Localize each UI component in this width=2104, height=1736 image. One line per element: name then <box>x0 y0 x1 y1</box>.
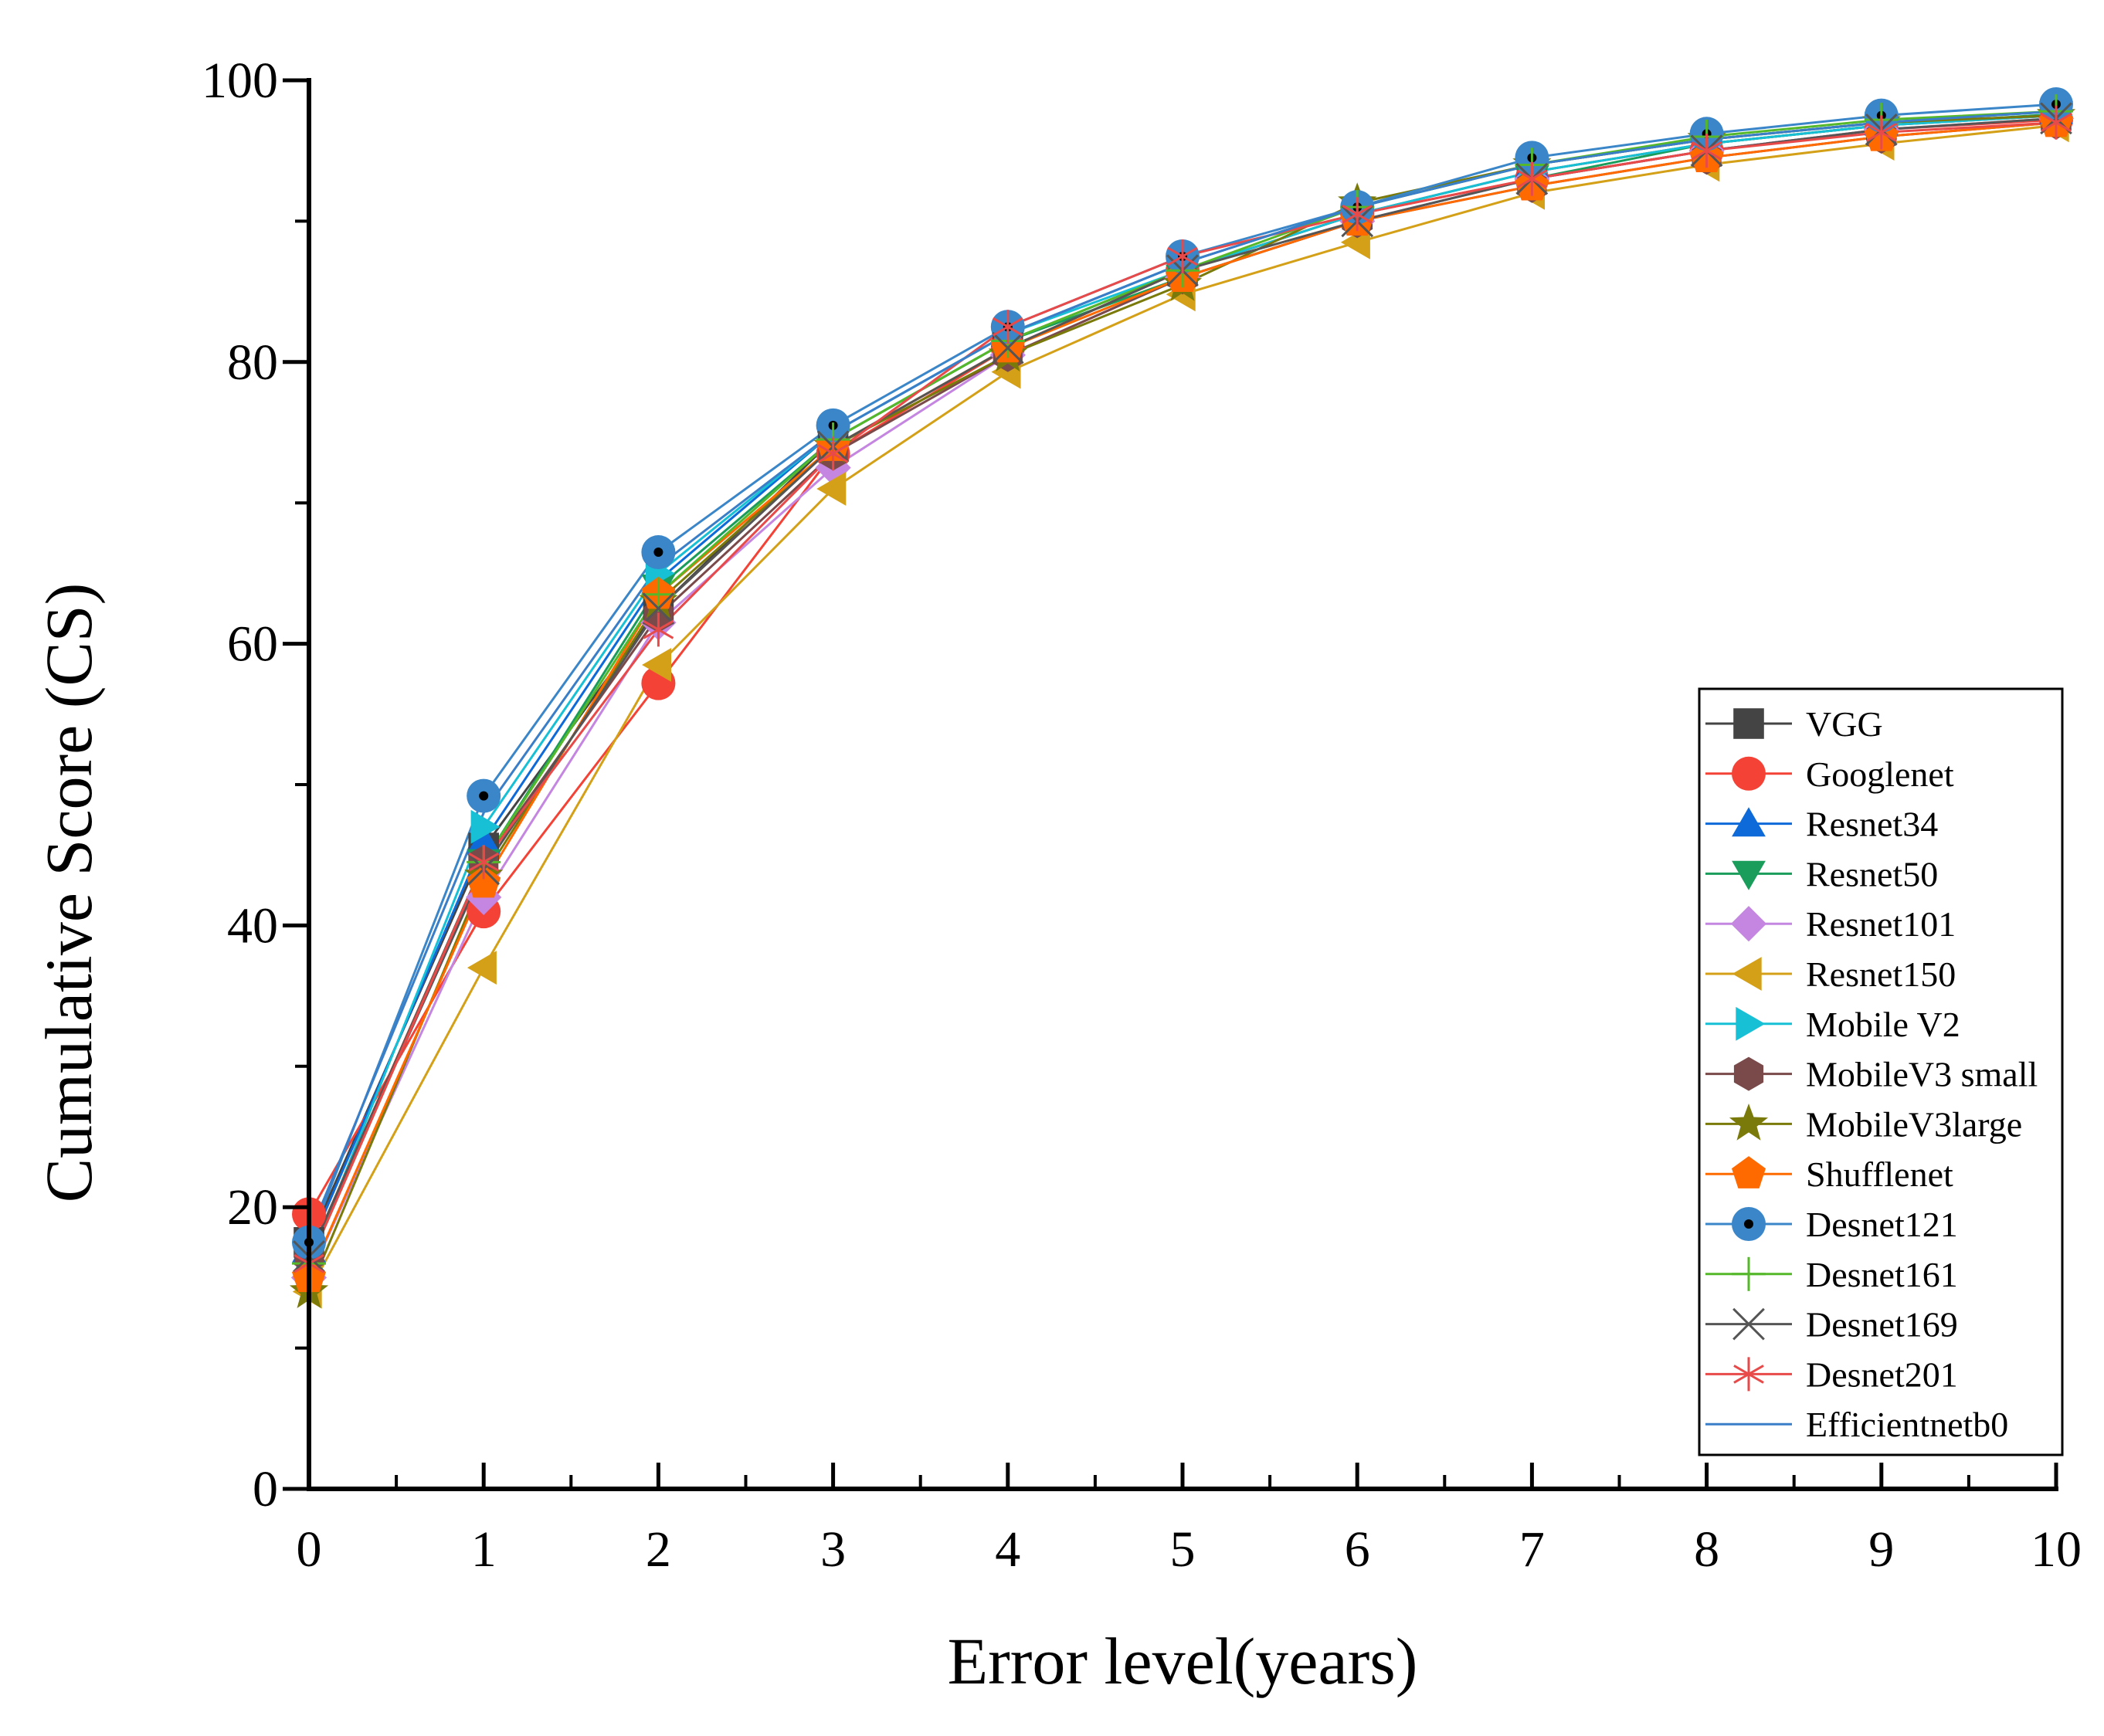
legend-item: Googlenet <box>1705 754 1954 794</box>
legend-marker <box>1729 1104 1769 1141</box>
legend-label: MobileV3 small <box>1806 1055 2038 1094</box>
legend-item: Efficientnetb0 <box>1705 1405 2008 1444</box>
x-tick-label: 7 <box>1519 1521 1545 1578</box>
data-point-desnet201 <box>1342 197 1373 232</box>
x-tick-label: 6 <box>1345 1521 1370 1578</box>
legend-item: Desnet121 <box>1705 1205 1958 1244</box>
y-tick-label: 60 <box>227 616 278 673</box>
x-tick-label: 2 <box>646 1521 671 1578</box>
data-point-desnet201 <box>1691 134 1722 168</box>
legend-item: VGG <box>1705 704 1883 744</box>
data-point-desnet121 <box>467 778 501 813</box>
legend: VGG Googlenet Resnet34 Resnet50 Resnet101 Res… <box>1698 687 2064 1456</box>
data-point-shufflenet <box>467 865 501 898</box>
legend-label: Desnet121 <box>1806 1205 1958 1244</box>
data-point-desnet201 <box>468 845 500 880</box>
legend-marker <box>1732 1256 1766 1291</box>
legend-label: MobileV3large <box>1806 1104 2022 1144</box>
legend-label: Desnet169 <box>1806 1305 1958 1344</box>
data-point-desnet169 <box>991 331 1024 364</box>
data-point-mobile-v2 <box>470 809 501 844</box>
legend-item: MobileV3large <box>1705 1104 2022 1144</box>
data-point-desnet201 <box>2041 105 2072 140</box>
legend-label: Efficientnetb0 <box>1806 1405 2008 1444</box>
legend-marker <box>1732 1207 1766 1241</box>
legend-item: Resnet150 <box>1705 954 1956 994</box>
data-point-desnet161 <box>641 577 676 612</box>
legend-marker <box>1732 1307 1765 1341</box>
x-tick-label: 5 <box>1170 1521 1196 1578</box>
series-markers <box>289 87 2076 1309</box>
legend-label: Mobile V2 <box>1806 1005 1960 1044</box>
data-point-desnet201 <box>1516 161 1548 196</box>
legend-label: Desnet161 <box>1806 1255 1958 1294</box>
y-axis-title: Cumulative Score (CS) <box>32 583 106 1203</box>
legend-marker <box>1732 957 1762 991</box>
x-tick-label: 4 <box>995 1521 1020 1578</box>
legend-item: MobileV3 small <box>1705 1055 2038 1094</box>
data-point-desnet201 <box>1167 239 1198 273</box>
legend-marker <box>1736 1006 1766 1041</box>
legend-item: Resnet34 <box>1705 805 1938 844</box>
x-ticks: 0 1 2 3 4 5 6 7 8 9 10 <box>297 1463 2082 1578</box>
legend-item: Desnet169 <box>1705 1305 1958 1344</box>
legend-label: Resnet50 <box>1806 854 1938 893</box>
legend-marker <box>1733 708 1764 739</box>
legend-item: Desnet201 <box>1705 1355 1958 1394</box>
data-point-resnet34 <box>467 824 501 854</box>
x-axis-title: Error level(years) <box>948 1624 1418 1698</box>
x-tick-label: 1 <box>471 1521 497 1578</box>
data-point-desnet121 <box>641 535 676 570</box>
legend-marker <box>1733 1357 1764 1392</box>
y-tick-label: 80 <box>227 334 278 391</box>
legend-marker <box>1733 1056 1764 1091</box>
x-tick-label: 9 <box>1868 1521 1894 1578</box>
y-tick-label: 100 <box>202 53 278 109</box>
legend-label: VGG <box>1806 704 1883 744</box>
data-point-desnet201 <box>1865 115 1897 150</box>
data-point-resnet150 <box>642 648 672 682</box>
legend-marker <box>1732 1156 1766 1188</box>
axes: 0 1 2 3 4 5 6 7 8 9 10 0 20 40 60 80 100 <box>202 53 2082 1578</box>
data-point-resnet150 <box>816 472 847 506</box>
y-tick-label: 20 <box>227 1179 278 1236</box>
x-tick-label: 10 <box>2031 1521 2082 1578</box>
legend-item: Resnet101 <box>1705 904 1956 944</box>
y-tick-label: 0 <box>253 1461 278 1517</box>
x-tick-label: 8 <box>1694 1521 1719 1578</box>
data-point-desnet201 <box>643 612 674 647</box>
legend-label: Resnet150 <box>1806 954 1956 994</box>
legend-marker <box>1732 756 1766 791</box>
legend-marker <box>1732 807 1766 837</box>
legend-label: Shufflenet <box>1806 1155 1953 1194</box>
legend-label: Resnet34 <box>1806 805 1938 844</box>
data-point-desnet201 <box>992 310 1023 344</box>
x-tick-label: 0 <box>297 1521 322 1578</box>
data-point-desnet201 <box>817 436 849 471</box>
data-point-desnet169 <box>642 592 675 625</box>
data-point-resnet150 <box>467 951 497 985</box>
legend-item: Resnet50 <box>1705 854 1938 893</box>
legend-item: Desnet161 <box>1705 1255 1958 1294</box>
legend-label: Googlenet <box>1806 754 1954 794</box>
y-ticks: 0 20 40 60 80 100 <box>202 53 309 1517</box>
legend-item: Shufflenet <box>1705 1155 1953 1194</box>
legend-marker <box>1730 906 1767 942</box>
x-tick-label: 3 <box>820 1521 846 1578</box>
legend-marker <box>1732 860 1766 890</box>
legend-item: Mobile V2 <box>1705 1005 1960 1044</box>
y-tick-label: 40 <box>227 897 278 954</box>
legend-label: Resnet101 <box>1806 904 1956 944</box>
plot-area <box>289 87 2076 1309</box>
legend-label: Desnet201 <box>1806 1355 1958 1394</box>
